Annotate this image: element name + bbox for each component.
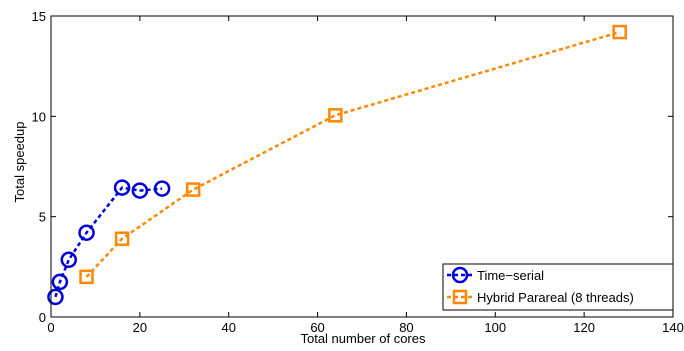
data-point-time-serial <box>131 182 149 199</box>
series-line-time-serial <box>54 186 163 298</box>
x-tick-label: 40 <box>221 320 235 335</box>
data-point-hybrid-parareal <box>328 108 343 123</box>
axes-frame <box>50 15 674 318</box>
data-point-hybrid-parareal <box>612 24 627 40</box>
data-point-time-serial <box>51 273 69 291</box>
series-line-hybrid-parareal <box>85 30 621 278</box>
legend-label-time-serial: Time−serial <box>477 268 544 283</box>
data-point-time-serial <box>113 179 131 196</box>
y-tick-label: 5 <box>39 210 46 225</box>
data-point-time-serial <box>78 224 95 241</box>
legend-label-hybrid-parareal: Hybrid Parareal (8 threads) <box>477 290 634 305</box>
x-tick-label: 80 <box>399 320 413 335</box>
legend-sample-hybrid-parareal <box>447 289 473 305</box>
legend-sample-time-serial <box>447 266 473 284</box>
x-tick-label: 120 <box>573 320 595 335</box>
data-point-hybrid-parareal <box>79 269 94 285</box>
x-tick-label: 60 <box>310 320 324 335</box>
x-tick-label: 0 <box>47 320 54 335</box>
data-point-time-serial <box>47 288 64 306</box>
x-tick-label: 100 <box>484 320 506 335</box>
y-tick-label: 10 <box>32 109 46 124</box>
legend-marker-hybrid-parareal <box>452 289 468 305</box>
data-point-time-serial <box>153 180 171 197</box>
x-axis-title: Total number of cores <box>300 331 426 346</box>
legend: Time−serial Hybrid Parareal (8 threads) <box>442 263 674 311</box>
plot-area <box>47 24 627 306</box>
legend-box <box>442 263 674 311</box>
data-point-time-serial <box>60 251 78 269</box>
y-tick-label: 15 <box>32 9 46 24</box>
y-axis-title: Total speedup <box>12 122 27 203</box>
legend-marker-time-serial <box>451 266 469 284</box>
axes: 0 20 40 60 80 100 120 140 0 5 10 15 <box>32 9 684 335</box>
x-tick-label: 140 <box>662 320 684 335</box>
x-tick-label: 20 <box>133 320 147 335</box>
data-point-hybrid-parareal <box>114 231 130 246</box>
y-tick-label: 0 <box>39 310 46 325</box>
data-point-hybrid-parareal <box>185 182 201 197</box>
